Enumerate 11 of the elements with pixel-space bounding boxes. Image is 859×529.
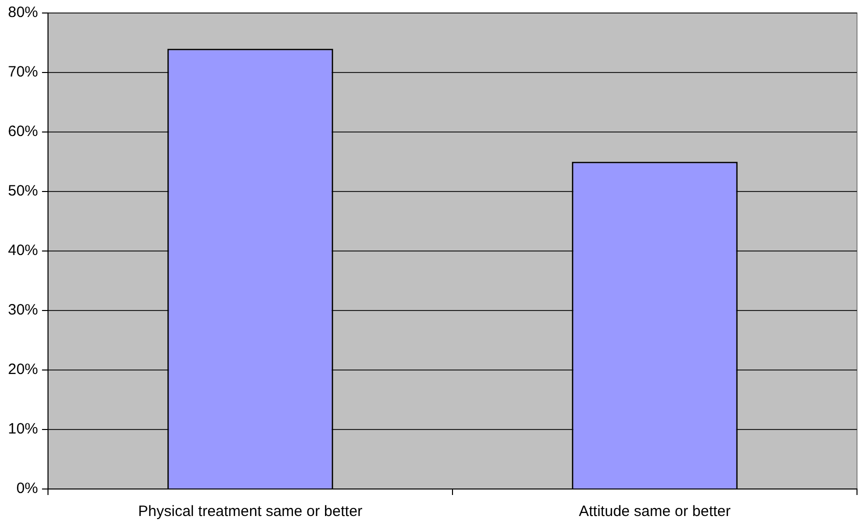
- x-tick-label: Attitude same or better: [578, 503, 731, 520]
- y-tick-label: 10%: [8, 420, 38, 438]
- y-tick-label: 70%: [8, 64, 38, 81]
- y-tick-label: 0%: [16, 480, 38, 498]
- y-tick-label: 40%: [8, 242, 38, 260]
- y-tick-label: 60%: [8, 123, 38, 140]
- y-tick-label: 50%: [8, 182, 38, 200]
- y-tick-label: 20%: [8, 361, 38, 378]
- x-tick-label: Physical treatment same or better: [138, 503, 362, 520]
- y-tick-label: 80%: [8, 4, 38, 22]
- y-tick-label: 30%: [8, 302, 38, 319]
